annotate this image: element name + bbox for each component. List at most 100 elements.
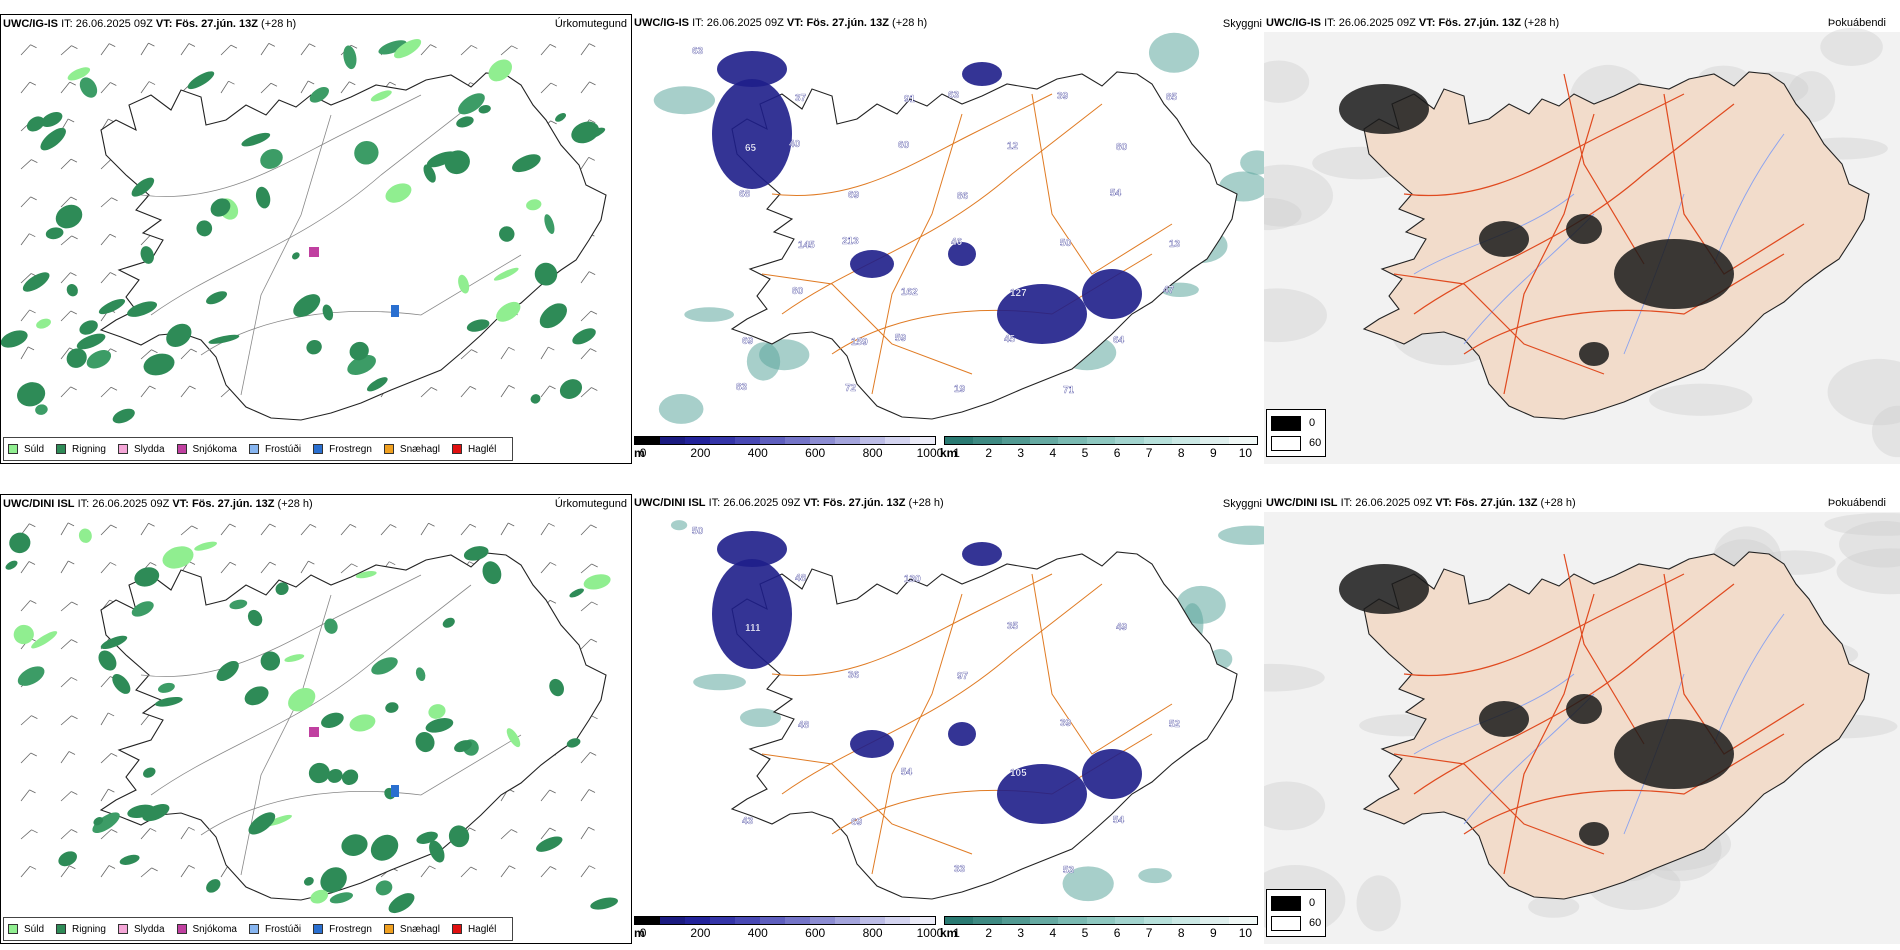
fog-legend-value: 60	[1309, 437, 1322, 449]
precip-cell	[448, 825, 470, 848]
ceiling-value-label: 36	[848, 670, 860, 681]
wind-barb	[580, 563, 598, 574]
precip-cell	[13, 624, 34, 645]
precip-cell	[306, 339, 322, 355]
fog-indicator-high	[1566, 694, 1602, 724]
colorbar-cell	[973, 437, 1002, 444]
colorbar-cell	[860, 437, 885, 444]
ceiling-value-label: 68	[739, 189, 751, 200]
wind-barb	[100, 524, 117, 536]
wind-barb	[460, 385, 477, 398]
precip-cell	[288, 687, 316, 712]
fog-legend-row: 0	[1271, 413, 1321, 433]
precip-cell	[555, 113, 567, 122]
ceiling-value-label: 43	[742, 816, 754, 827]
precip-cell	[1, 330, 28, 348]
legend-swatch	[117, 444, 128, 454]
fog-legend-swatch	[1271, 915, 1301, 931]
precip-cell	[428, 704, 446, 719]
low-visibility-area	[1240, 150, 1264, 175]
precip-cell	[127, 301, 158, 317]
fog-field	[1528, 895, 1580, 918]
colorbar-tick: 8	[1177, 446, 1185, 460]
ceiling-value-label: 39	[1057, 91, 1069, 102]
low-ceiling-area	[712, 79, 792, 189]
wind-barb	[580, 81, 596, 94]
wind-barb	[60, 386, 77, 398]
low-visibility-area	[658, 393, 704, 424]
ceiling-value-label: 45	[1004, 334, 1016, 345]
wind-barb	[60, 677, 78, 688]
fog-legend-swatch	[1271, 415, 1301, 431]
fog-indicator-high	[1579, 342, 1609, 366]
precip-cell	[426, 151, 457, 168]
wind-barb	[180, 43, 196, 56]
wind-barb	[100, 197, 118, 208]
colorbar-ticks: 1 2 3 4 5 6 7 8 9 10	[944, 445, 1258, 460]
precip-cell	[341, 834, 368, 856]
colorbar-tick: 600	[805, 926, 826, 940]
wind-barb	[20, 81, 37, 94]
wind-barb	[580, 271, 596, 284]
panel-name: Skyggni	[1222, 498, 1262, 510]
colorbar-tick: 1000	[916, 926, 944, 940]
legend-swatch	[8, 924, 18, 934]
colorbar-tick: 2	[985, 926, 992, 940]
legend-item: Slydda	[117, 923, 165, 935]
colorbar-cell	[660, 437, 685, 444]
precip-cell	[590, 897, 619, 910]
low-ceiling-area	[1082, 749, 1142, 799]
legend-item: Frostregn	[313, 924, 372, 935]
colorbar-cell	[1200, 437, 1229, 444]
ceiling-panel-row2: 50 111 48 69 130 97 105 53 49 52 43 48 36 54 33 35 39 54 …	[632, 494, 1264, 944]
fog-field	[1820, 27, 1883, 66]
legend-item: Slydda	[117, 443, 165, 455]
fog-indicator-high	[1479, 221, 1529, 257]
low-visibility-area	[739, 708, 782, 728]
ceiling-value-label: 130	[904, 574, 921, 585]
wind-barb	[580, 752, 597, 764]
wind-barb	[20, 600, 37, 612]
colorbar-tick: 8	[1177, 926, 1185, 940]
legend-swatch	[8, 444, 18, 454]
precip-cell	[526, 199, 542, 211]
precip-cell	[66, 348, 87, 368]
precip-cell	[378, 40, 407, 55]
precip-cell	[98, 298, 126, 315]
legend-item: Rigning	[56, 924, 106, 935]
fog-legend-swatch	[1271, 435, 1301, 451]
precip-cell	[549, 678, 564, 697]
precip-cell	[442, 617, 455, 628]
colorbar-cell	[810, 437, 835, 444]
legend-label: Slydda	[133, 443, 165, 455]
wind-barb	[140, 867, 158, 878]
wind-barb	[100, 272, 117, 284]
colorbar-tick: 800	[862, 926, 883, 940]
freezing-rain-cell	[391, 305, 399, 317]
wind-barb	[180, 385, 196, 398]
precip-cell	[415, 731, 435, 753]
precip-cell	[112, 674, 131, 694]
fog-legend-row: 60	[1271, 913, 1321, 933]
fog-indicator-high	[1614, 719, 1734, 789]
precip-cell	[284, 654, 305, 662]
precip-cell	[466, 319, 490, 332]
ceiling-value-label: 159	[851, 337, 868, 348]
wind-barb	[60, 235, 78, 246]
wind-barb	[540, 82, 558, 94]
ceiling-value-label: 145	[798, 240, 815, 251]
ceiling-panel-row1: 63 65 145 159 91 86 127 71 80 13 69 37 69 162 19 12 50 64…	[632, 14, 1264, 464]
precip-cell	[26, 116, 45, 132]
fog-field	[1356, 875, 1401, 932]
legend-label: Slydda	[133, 923, 165, 935]
legend-swatch	[313, 924, 324, 934]
ceiling-value-label: 50	[692, 526, 704, 537]
fog-panel-row2: UWC/DINI ISL IT: 26.06.2025 09Z VT: Fös.…	[1264, 494, 1900, 944]
wind-barb	[500, 522, 515, 536]
colorbar-cell	[735, 437, 760, 444]
precip-cell	[66, 284, 78, 297]
precip-cell	[292, 252, 300, 260]
wind-barb	[60, 560, 75, 574]
iceland-coastline	[730, 71, 1238, 420]
ceiling-value-label: 69	[848, 190, 860, 201]
